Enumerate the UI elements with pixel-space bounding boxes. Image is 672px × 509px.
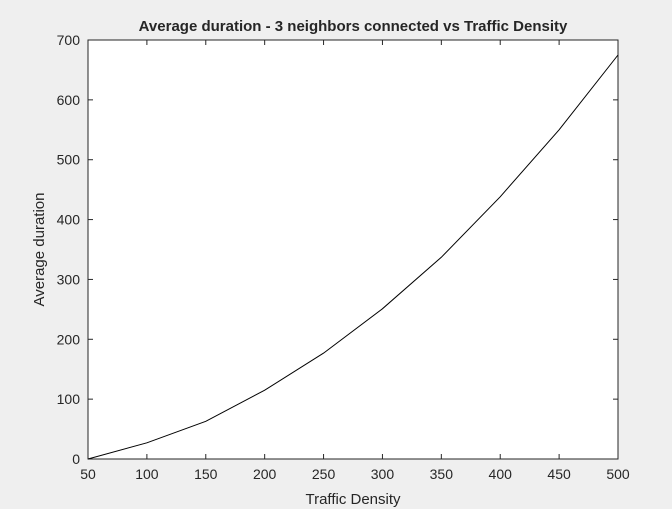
x-tick-label: 400 — [489, 466, 513, 482]
x-tick-label: 500 — [606, 466, 630, 482]
x-tick-label: 50 — [80, 466, 96, 482]
chart-title: Average duration - 3 neighbors connected… — [139, 18, 568, 35]
y-tick-label: 0 — [72, 451, 80, 467]
y-tick-label: 100 — [57, 391, 81, 407]
y-tick-label: 400 — [57, 212, 81, 228]
y-tick-label: 300 — [57, 271, 81, 287]
x-tick-label: 150 — [194, 466, 218, 482]
axis-ticks: 50 100 150 200 250 300 350 400 450 500 0 100 200 300 4… — [57, 32, 630, 482]
y-tick-label: 700 — [57, 32, 81, 48]
y-tick-label: 500 — [57, 152, 81, 168]
x-tick-label: 350 — [430, 466, 454, 482]
y-axis-label: Average duration — [31, 193, 48, 307]
x-tick-label: 300 — [371, 466, 395, 482]
series-group — [87, 54, 619, 460]
plot-area — [87, 39, 619, 460]
x-tick-label: 200 — [253, 466, 277, 482]
y-tick-label: 200 — [57, 331, 81, 347]
x-tick-label: 450 — [547, 466, 571, 482]
x-tick-label: 250 — [312, 466, 336, 482]
series-line — [87, 54, 619, 460]
y-tick-label: 600 — [57, 92, 81, 108]
x-tick-label: 100 — [135, 466, 159, 482]
x-axis-label: Traffic Density — [305, 491, 401, 508]
